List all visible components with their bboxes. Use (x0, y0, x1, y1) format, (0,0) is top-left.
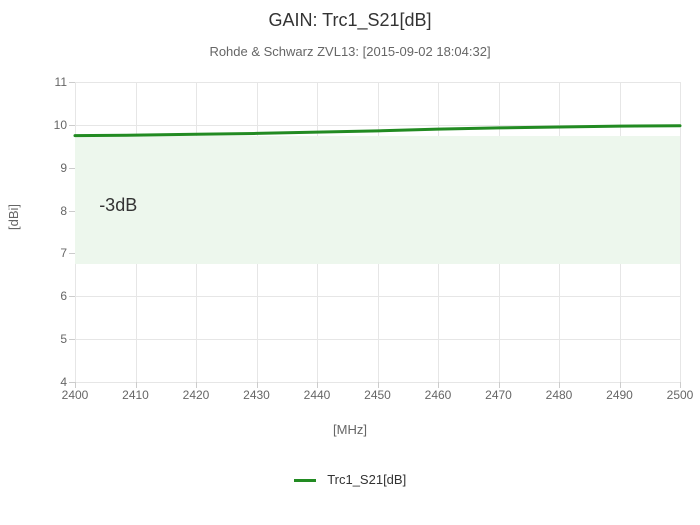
ytick-label: 5 (60, 332, 75, 346)
y-axis-label: [dBi] (6, 204, 21, 230)
ytick-label: 7 (60, 246, 75, 260)
chart-title: GAIN: Trc1_S21[dB] (0, 10, 700, 31)
series-svg (75, 82, 680, 382)
xtick-label: 2450 (364, 382, 391, 402)
xtick-label: 2440 (304, 382, 331, 402)
xtick-label: 2400 (62, 382, 89, 402)
x-axis-label: [MHz] (0, 422, 700, 437)
legend: Trc1_S21[dB] (0, 472, 700, 487)
xtick-label: 2410 (122, 382, 149, 402)
xtick-label: 2420 (183, 382, 210, 402)
xtick-label: 2460 (425, 382, 452, 402)
legend-swatch (294, 479, 316, 482)
xtick-label: 2500 (667, 382, 694, 402)
series-line (75, 126, 680, 136)
xtick-label: 2470 (485, 382, 512, 402)
gain-chart: GAIN: Trc1_S21[dB] Rohde & Schwarz ZVL13… (0, 0, 700, 525)
ytick-label: 9 (60, 161, 75, 175)
ytick-label: 10 (54, 118, 75, 132)
xtick-label: 2430 (243, 382, 270, 402)
xtick-label: 2480 (546, 382, 573, 402)
ytick-label: 11 (55, 75, 75, 89)
legend-label: Trc1_S21[dB] (327, 472, 406, 487)
ytick-label: 8 (60, 204, 75, 218)
chart-subtitle: Rohde & Schwarz ZVL13: [2015-09-02 18:04… (0, 44, 700, 59)
ytick-label: 6 (60, 289, 75, 303)
plot-area: 4567891011240024102420243024402450246024… (75, 82, 680, 382)
xtick-label: 2490 (606, 382, 633, 402)
